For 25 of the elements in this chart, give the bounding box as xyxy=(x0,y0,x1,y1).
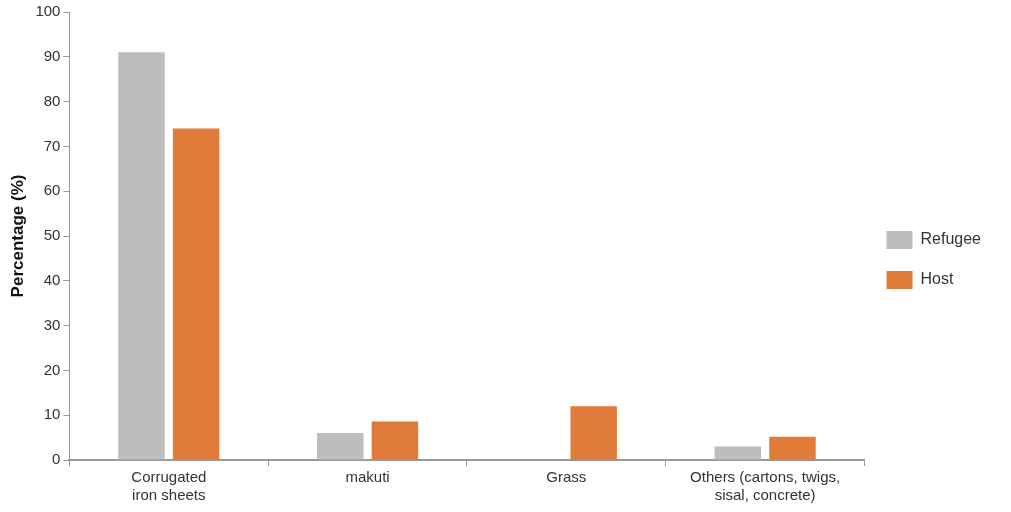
bar xyxy=(172,128,220,460)
x-tick-label: makuti xyxy=(345,468,390,486)
bar xyxy=(570,406,617,460)
y-tick-label: 90 xyxy=(43,46,61,64)
y-tick-label: 40 xyxy=(43,270,61,288)
y-axis-title: Percentage (%) xyxy=(7,174,27,298)
bar xyxy=(371,421,419,460)
bar xyxy=(714,446,762,460)
y-tick-label: 20 xyxy=(43,360,61,378)
bar xyxy=(118,52,165,460)
bar xyxy=(317,433,364,460)
y-tick-label: 10 xyxy=(43,405,61,423)
x-tick-label: Corrugated iron sheets xyxy=(131,468,207,504)
y-tick-label: 60 xyxy=(43,181,61,199)
x-tick-label: Grass xyxy=(546,468,587,486)
y-tick-label: 70 xyxy=(43,136,61,154)
legend-label: Host xyxy=(920,270,954,288)
legend-label: Refugee xyxy=(920,230,982,248)
bar xyxy=(769,436,816,460)
x-tick-label: Others (cartons, twigs, sisal, concrete) xyxy=(690,468,841,504)
y-tick-label: 100 xyxy=(35,2,61,20)
y-tick-label: 50 xyxy=(43,226,61,244)
y-tick-label: 0 xyxy=(52,450,61,468)
y-tick-label: 80 xyxy=(43,91,61,109)
y-tick-label: 30 xyxy=(43,315,61,333)
